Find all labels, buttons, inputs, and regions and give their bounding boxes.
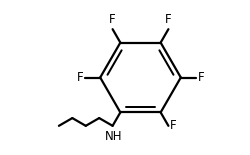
Text: F: F <box>165 13 172 26</box>
Text: F: F <box>198 71 204 84</box>
Text: NH: NH <box>104 130 122 143</box>
Text: F: F <box>109 13 116 26</box>
Text: F: F <box>76 71 83 84</box>
Text: F: F <box>170 119 176 132</box>
